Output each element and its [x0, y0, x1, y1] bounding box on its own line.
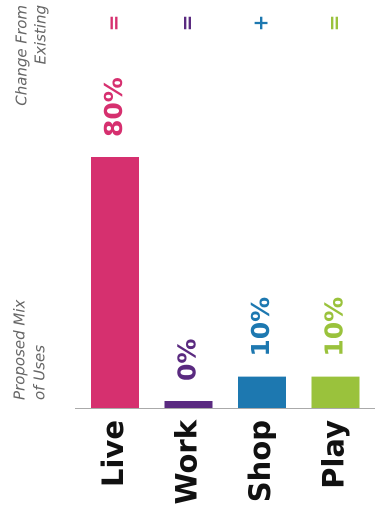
- category-label: Work: [170, 419, 204, 504]
- change-symbol: =: [175, 15, 199, 32]
- side-label: Existing: [32, 5, 50, 64]
- bar: [91, 157, 139, 408]
- side-label: Change From: [13, 5, 31, 106]
- value-label: 10%: [246, 297, 275, 357]
- bar: [238, 376, 286, 408]
- value-label: 10%: [320, 297, 349, 357]
- category-label: Shop: [243, 420, 277, 502]
- bar: [311, 376, 360, 408]
- bar: [164, 401, 213, 408]
- change-symbol: =: [322, 15, 346, 32]
- side-label: of Uses: [31, 345, 49, 400]
- category-label: Play: [317, 420, 351, 489]
- value-label: 80%: [99, 77, 128, 137]
- side-label: Proposed Mix: [11, 299, 29, 400]
- change-symbol: =: [102, 15, 126, 32]
- category-label: Live: [96, 420, 130, 487]
- value-label: 0%: [173, 339, 202, 381]
- change-symbol: +: [249, 15, 273, 32]
